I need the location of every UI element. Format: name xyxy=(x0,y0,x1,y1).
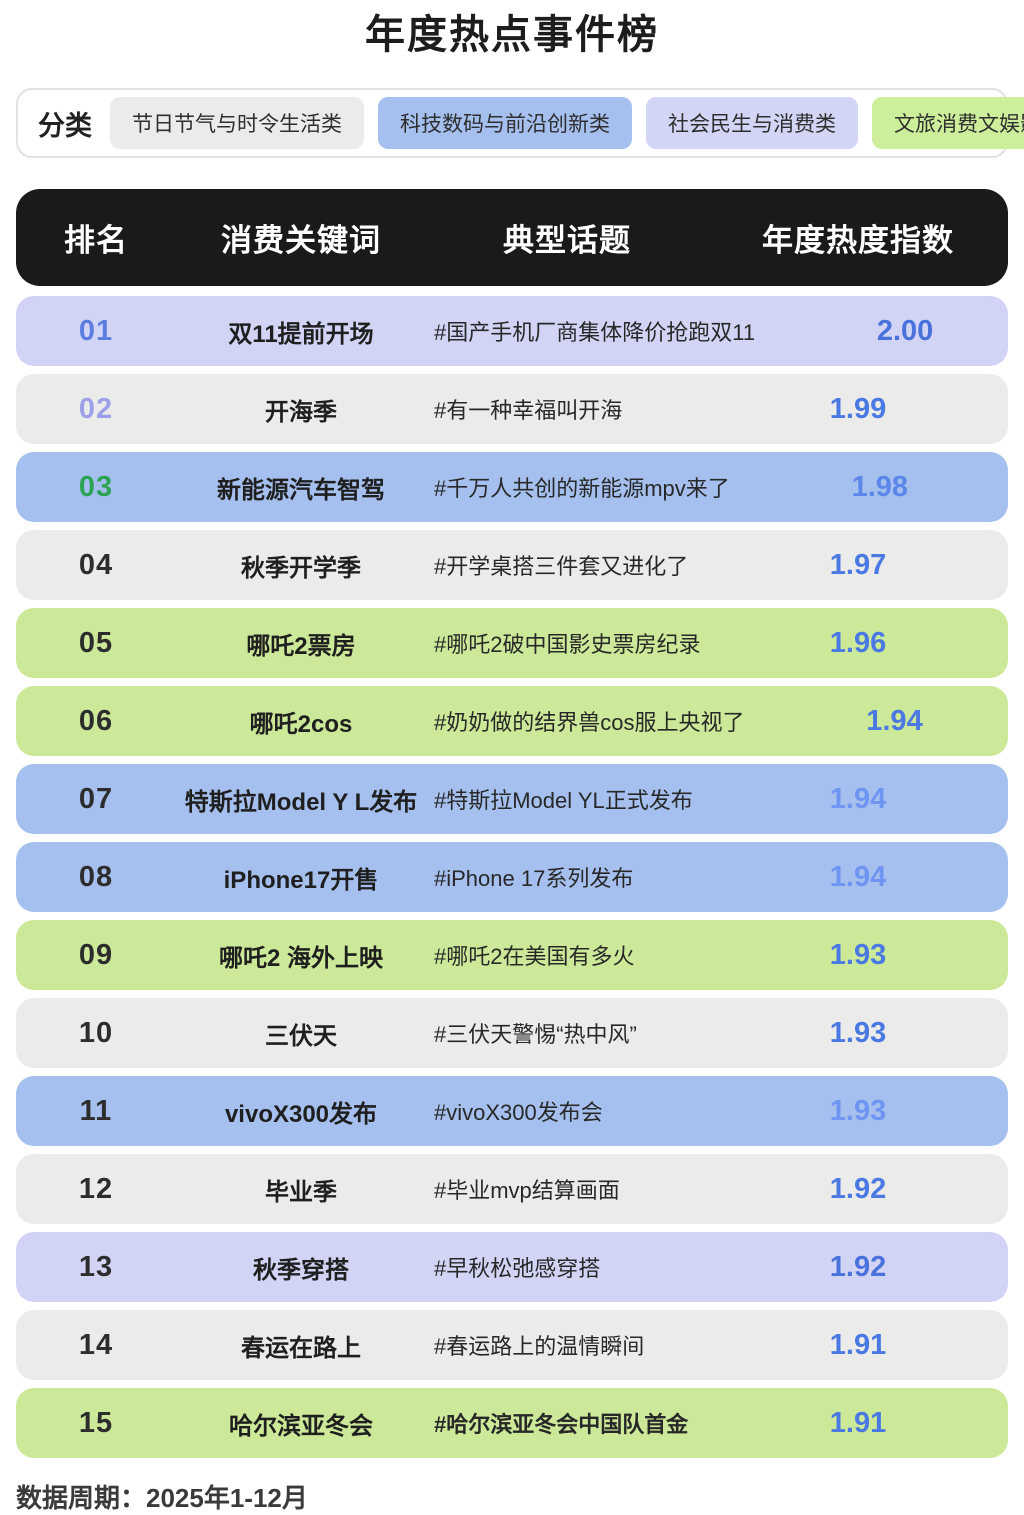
topic-hashtag: #千万人共创的新能源mpv来了 xyxy=(434,476,730,501)
rank-number: 08 xyxy=(78,860,114,893)
keyword: vivoX300发布 xyxy=(224,1100,378,1128)
header-rank: 排名 xyxy=(64,223,128,258)
data-period: 数据周期：2025年1-12月 xyxy=(16,1483,308,1513)
heat-index: 1.94 xyxy=(829,782,887,815)
rank-number: 05 xyxy=(78,626,114,659)
keyword: 哪吒2cos xyxy=(249,710,353,738)
topic-hashtag: #早秋松弛感穿搭 xyxy=(434,1256,601,1281)
keyword: 哪吒2票房 xyxy=(246,632,356,660)
keyword: 新能源汽车智驾 xyxy=(217,476,385,504)
table-row: 09 哪吒2 海外上映 #哪吒2在美国有多火 1.93 xyxy=(16,920,1008,990)
category-pills: 节日节气与时令生活类科技数码与前沿创新类社会民生与消费类文旅消费文娱影视类 xyxy=(110,97,1024,149)
heat-index: 2.00 xyxy=(876,314,934,347)
keyword: 开海季 xyxy=(265,398,337,426)
table-row: 13 秋季穿搭 #早秋松弛感穿搭 1.92 xyxy=(16,1232,1008,1302)
topic-hashtag: #有一种幸福叫开海 xyxy=(434,398,623,423)
keyword: 哪吒2 海外上映 xyxy=(218,944,383,972)
table-row: 08 iPhone17开售 #iPhone 17系列发布 1.94 xyxy=(16,842,1008,912)
keyword: 秋季开学季 xyxy=(241,554,361,582)
keyword: iPhone17开售 xyxy=(223,866,379,894)
topic-hashtag: #毕业mvp结算画面 xyxy=(434,1178,620,1203)
table-row: 11 vivoX300发布 #vivoX300发布会 1.93 xyxy=(16,1076,1008,1146)
keyword: 双11提前开场 xyxy=(228,320,374,348)
keyword: 春运在路上 xyxy=(241,1334,361,1362)
heat-index: 1.97 xyxy=(829,548,887,581)
filter-label: 分类 xyxy=(38,110,92,141)
heat-index: 1.91 xyxy=(829,1328,887,1361)
topic-hashtag: #国产手机厂商集体降价抢跑双11 xyxy=(434,320,756,345)
topic-hashtag: #iPhone 17系列发布 xyxy=(434,866,634,891)
rank-number: 02 xyxy=(78,392,114,425)
heat-index: 1.91 xyxy=(829,1406,887,1439)
heat-index: 1.96 xyxy=(829,626,887,659)
table-row: 04 秋季开学季 #开学桌搭三件套又进化了 1.97 xyxy=(16,530,1008,600)
table-header: 排名 消费关键词 典型话题 年度热度指数 xyxy=(16,189,1008,286)
keyword: 秋季穿搭 xyxy=(253,1256,349,1284)
header-topic: 典型话题 xyxy=(503,223,631,258)
rank-number: 06 xyxy=(78,704,114,737)
topic-hashtag: #特斯拉Model YL正式发布 xyxy=(434,788,693,813)
heat-index: 1.92 xyxy=(829,1250,887,1283)
table-row: 01 双11提前开场 #国产手机厂商集体降价抢跑双11 2.00 xyxy=(16,296,1008,366)
keyword: 特斯拉Model Y L发布 xyxy=(184,788,418,816)
rank-number: 04 xyxy=(78,548,114,581)
rank-number: 03 xyxy=(78,470,114,503)
heat-index: 1.99 xyxy=(829,392,887,425)
rank-number: 10 xyxy=(78,1016,114,1049)
topic-hashtag: #奶奶做的结界兽cos服上央视了 xyxy=(434,710,745,735)
table-row: 07 特斯拉Model Y L发布 #特斯拉Model YL正式发布 1.94 xyxy=(16,764,1008,834)
topic-hashtag: #哪吒2破中国影史票房纪录 xyxy=(434,632,701,657)
heat-index: 1.93 xyxy=(829,938,887,971)
table-row: 14 春运在路上 #春运路上的温情瞬间 1.91 xyxy=(16,1310,1008,1380)
rank-number: 01 xyxy=(78,314,114,347)
category-pill[interactable]: 科技数码与前沿创新类 xyxy=(378,97,632,149)
table-row: 15 哈尔滨亚冬会 #哈尔滨亚冬会中国队首金 1.91 xyxy=(16,1388,1008,1458)
topic-hashtag: #vivoX300发布会 xyxy=(434,1100,603,1125)
heat-index: 1.94 xyxy=(866,704,923,737)
heat-index: 1.92 xyxy=(829,1172,887,1205)
heat-index: 1.93 xyxy=(829,1094,887,1127)
page-title: 年度热点事件榜 xyxy=(365,13,659,57)
rank-number: 15 xyxy=(78,1406,114,1439)
rank-number: 13 xyxy=(78,1250,114,1283)
table-row: 06 哪吒2cos #奶奶做的结界兽cos服上央视了 1.94 xyxy=(16,686,1008,756)
heat-index: 1.94 xyxy=(829,860,887,893)
category-pill[interactable]: 社会民生与消费类 xyxy=(646,97,858,149)
keyword: 毕业季 xyxy=(265,1178,337,1206)
category-pill[interactable]: 节日节气与时令生活类 xyxy=(110,97,364,149)
topic-hashtag: #哪吒2在美国有多火 xyxy=(434,944,635,969)
table-row: 12 毕业季 #毕业mvp结算画面 1.92 xyxy=(16,1154,1008,1224)
table-row: 10 三伏天 #三伏天警惕“热中风” 1.93 xyxy=(16,998,1008,1068)
keyword: 哈尔滨亚冬会 xyxy=(229,1412,373,1440)
rank-number: 09 xyxy=(78,938,114,971)
rank-number: 11 xyxy=(79,1094,113,1127)
table-row: 05 哪吒2票房 #哪吒2破中国影史票房纪录 1.96 xyxy=(16,608,1008,678)
ranking-table: 01 双11提前开场 #国产手机厂商集体降价抢跑双11 2.00 02 开海季 … xyxy=(16,296,1008,1458)
header-keyword: 消费关键词 xyxy=(221,223,381,258)
category-pill[interactable]: 文旅消费文娱影视类 xyxy=(872,97,1024,149)
topic-hashtag: #三伏天警惕“热中风” xyxy=(434,1022,637,1047)
header-index: 年度热度指数 xyxy=(762,223,954,258)
keyword: 三伏天 xyxy=(265,1022,337,1050)
rank-number: 14 xyxy=(78,1328,114,1361)
heat-index: 1.98 xyxy=(851,470,909,503)
table-row: 03 新能源汽车智驾 #千万人共创的新能源mpv来了 1.98 xyxy=(16,452,1008,522)
topic-hashtag: #开学桌搭三件套又进化了 xyxy=(434,554,689,579)
topic-hashtag: #哈尔滨亚冬会中国队首金 xyxy=(434,1412,689,1437)
rank-number: 07 xyxy=(78,782,114,815)
table-row: 02 开海季 #有一种幸福叫开海 1.99 xyxy=(16,374,1008,444)
rank-number: 12 xyxy=(78,1172,114,1205)
heat-index: 1.93 xyxy=(829,1016,887,1049)
category-filter-bar: 分类 节日节气与时令生活类科技数码与前沿创新类社会民生与消费类文旅消费文娱影视类 xyxy=(16,88,1024,158)
topic-hashtag: #春运路上的温情瞬间 xyxy=(434,1334,645,1359)
